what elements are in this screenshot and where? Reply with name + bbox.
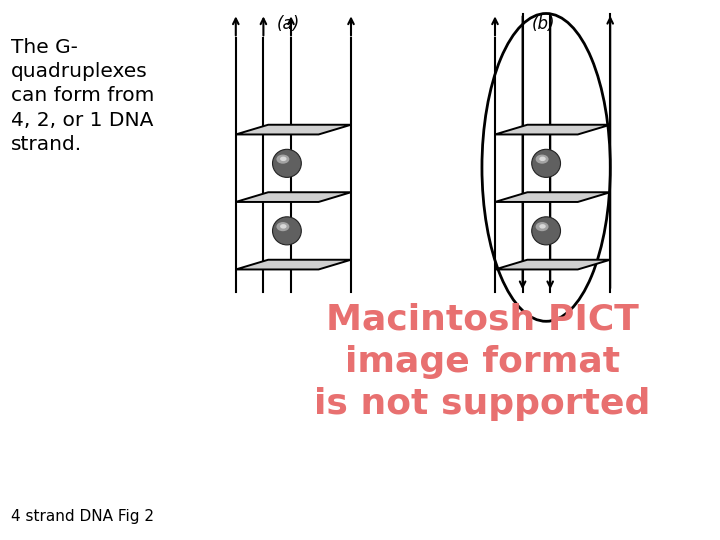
Ellipse shape [280,157,287,161]
Ellipse shape [531,149,560,177]
Ellipse shape [280,224,287,228]
Text: The G-
quadruplexes
can form from
4, 2, or 1 DNA
strand.: The G- quadruplexes can form from 4, 2, … [11,38,154,154]
Text: (b): (b) [532,15,555,33]
Ellipse shape [539,224,546,228]
Polygon shape [236,192,351,202]
Ellipse shape [276,222,289,231]
Ellipse shape [276,154,289,164]
Polygon shape [236,260,351,269]
Ellipse shape [536,154,549,164]
Polygon shape [495,192,611,202]
Ellipse shape [273,217,301,245]
Ellipse shape [273,149,301,177]
Polygon shape [236,125,351,134]
Text: Macintosh PICT
image format
is not supported: Macintosh PICT image format is not suppo… [314,303,651,421]
Polygon shape [495,260,611,269]
Ellipse shape [531,217,560,245]
Ellipse shape [539,157,546,161]
Text: (a): (a) [276,15,300,33]
Polygon shape [495,125,611,134]
Ellipse shape [536,222,549,231]
Text: 4 strand DNA Fig 2: 4 strand DNA Fig 2 [11,509,154,524]
